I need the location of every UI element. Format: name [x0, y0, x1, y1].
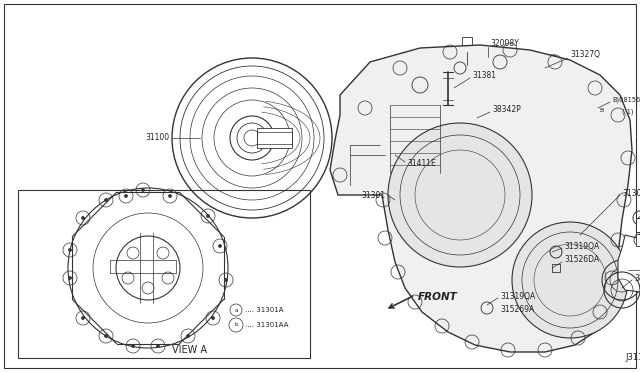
Polygon shape — [330, 45, 632, 352]
Text: b: b — [234, 323, 237, 327]
Text: VIEW A: VIEW A — [173, 345, 207, 355]
Circle shape — [157, 344, 159, 347]
Circle shape — [225, 279, 227, 282]
Text: 315269A: 315269A — [500, 305, 534, 314]
Text: 31526DA: 31526DA — [564, 256, 599, 264]
Circle shape — [207, 215, 209, 218]
Circle shape — [186, 334, 189, 337]
Circle shape — [125, 195, 127, 198]
Circle shape — [512, 222, 628, 338]
Text: B: B — [599, 108, 603, 112]
Text: 31300P: 31300P — [622, 189, 640, 198]
Text: .... 31301A: .... 31301A — [245, 307, 284, 313]
Bar — [636, 218, 640, 232]
Text: .... 31301AA: .... 31301AA — [245, 322, 289, 328]
Text: 32008Y: 32008Y — [490, 38, 519, 48]
Circle shape — [218, 244, 221, 247]
Text: 38342Q: 38342Q — [634, 273, 640, 282]
Bar — [462, 37, 472, 52]
Circle shape — [68, 276, 72, 279]
Text: FRONT: FRONT — [418, 292, 458, 302]
Text: 31100: 31100 — [146, 134, 170, 142]
Bar — [552, 264, 560, 272]
Text: 31319QA: 31319QA — [500, 292, 535, 301]
Bar — [636, 234, 640, 246]
Text: B)08156-61633: B)08156-61633 — [612, 97, 640, 103]
Text: 31411E: 31411E — [407, 158, 436, 167]
Bar — [18, 190, 310, 358]
Bar — [257, 128, 292, 148]
Circle shape — [168, 195, 172, 198]
Circle shape — [81, 217, 84, 219]
Text: 31381: 31381 — [472, 71, 496, 80]
Circle shape — [131, 344, 134, 347]
Circle shape — [81, 317, 84, 320]
Text: ( 1): ( 1) — [622, 109, 634, 115]
Text: 31301: 31301 — [362, 192, 386, 201]
Circle shape — [104, 334, 108, 337]
Text: 31319QA: 31319QA — [564, 241, 599, 250]
Bar — [257, 132, 292, 144]
Text: 31327Q: 31327Q — [570, 51, 600, 60]
Circle shape — [68, 248, 72, 251]
Circle shape — [141, 189, 145, 192]
Circle shape — [104, 199, 108, 202]
Text: 38342P: 38342P — [492, 106, 521, 115]
Circle shape — [388, 123, 532, 267]
Circle shape — [211, 317, 214, 320]
Text: J3110298: J3110298 — [625, 353, 640, 362]
Polygon shape — [525, 55, 568, 105]
Text: a: a — [234, 308, 237, 312]
Polygon shape — [618, 235, 640, 292]
